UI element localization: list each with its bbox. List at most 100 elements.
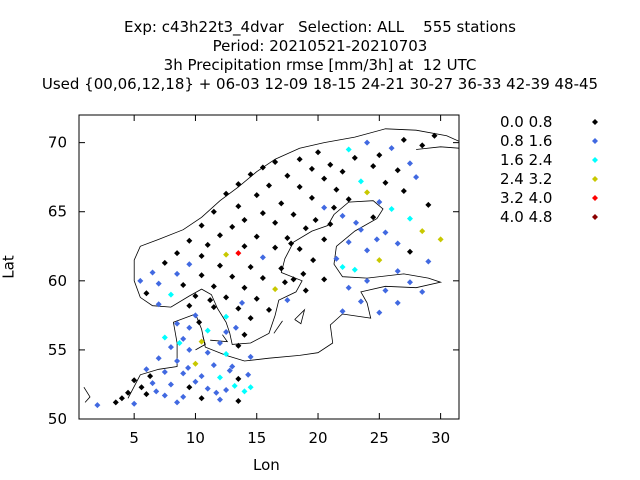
data-point bbox=[192, 360, 199, 367]
data-point bbox=[192, 293, 199, 300]
data-point bbox=[229, 363, 236, 370]
data-point bbox=[351, 154, 358, 161]
legend-label-2: 0.8 1.6 bbox=[500, 132, 553, 150]
data-point bbox=[437, 236, 444, 243]
plot-frame bbox=[78, 114, 460, 420]
data-point bbox=[339, 264, 346, 270]
data-point bbox=[266, 306, 272, 313]
legend-marker bbox=[592, 214, 598, 220]
data-point bbox=[223, 190, 230, 197]
data-point bbox=[376, 257, 383, 264]
data-point bbox=[339, 168, 346, 175]
data-point bbox=[167, 291, 174, 298]
data-point bbox=[333, 186, 340, 193]
x-tick-label: 30 bbox=[431, 429, 450, 447]
data-point bbox=[112, 399, 119, 406]
data-point bbox=[400, 188, 407, 194]
y-tick-label: 65 bbox=[48, 203, 67, 221]
data-point bbox=[198, 395, 205, 402]
data-point bbox=[253, 192, 260, 199]
data-point bbox=[364, 139, 371, 146]
data-point bbox=[245, 371, 252, 378]
data-point bbox=[232, 324, 239, 331]
data-point bbox=[376, 199, 383, 206]
coastline-segment bbox=[195, 335, 206, 351]
data-point bbox=[229, 273, 236, 280]
data-point bbox=[315, 149, 322, 156]
data-point bbox=[241, 284, 248, 291]
data-point bbox=[394, 268, 401, 275]
data-point bbox=[259, 164, 266, 171]
data-point bbox=[147, 373, 154, 380]
data-point bbox=[174, 270, 181, 277]
data-point bbox=[174, 399, 181, 406]
data-point bbox=[241, 331, 248, 338]
data-point bbox=[253, 295, 260, 302]
data-point bbox=[353, 219, 360, 226]
data-point bbox=[174, 357, 181, 364]
data-point bbox=[388, 205, 395, 212]
data-point bbox=[204, 327, 211, 334]
data-point bbox=[425, 201, 432, 208]
data-point bbox=[310, 257, 317, 264]
data-point bbox=[138, 384, 145, 391]
legend-marker bbox=[592, 157, 598, 163]
data-point bbox=[266, 182, 272, 189]
data-point bbox=[186, 261, 193, 268]
data-point bbox=[333, 255, 340, 262]
data-point bbox=[339, 212, 346, 219]
x-tick-label: 5 bbox=[129, 429, 139, 447]
data-point bbox=[161, 369, 168, 376]
data-point bbox=[376, 309, 383, 316]
data-point bbox=[210, 304, 217, 311]
data-point bbox=[419, 228, 426, 235]
data-point bbox=[198, 222, 205, 229]
data-point bbox=[161, 392, 168, 399]
data-point bbox=[388, 145, 395, 152]
data-point bbox=[131, 377, 138, 384]
data-point bbox=[296, 156, 303, 163]
data-point bbox=[345, 239, 352, 246]
data-point bbox=[137, 277, 144, 284]
y-tick-label: 50 bbox=[48, 410, 67, 428]
data-point bbox=[376, 152, 383, 159]
data-point bbox=[419, 288, 426, 295]
data-point bbox=[278, 265, 285, 272]
data-point bbox=[345, 196, 352, 203]
data-point bbox=[174, 320, 181, 327]
legend-marker bbox=[592, 119, 598, 125]
data-point bbox=[272, 286, 279, 293]
data-point bbox=[321, 204, 328, 211]
data-point bbox=[207, 297, 214, 304]
x-tick-label: 10 bbox=[186, 429, 205, 447]
data-point bbox=[259, 254, 266, 261]
data-point bbox=[210, 208, 217, 215]
data-point bbox=[247, 315, 254, 322]
data-point bbox=[241, 243, 248, 250]
data-point bbox=[186, 384, 193, 391]
data-point bbox=[406, 248, 413, 255]
data-point bbox=[253, 233, 260, 240]
data-point bbox=[235, 398, 242, 405]
y-axis-label: Lat bbox=[0, 255, 18, 279]
data-point bbox=[131, 400, 138, 407]
data-point bbox=[406, 279, 413, 286]
data-point bbox=[382, 229, 389, 236]
data-point bbox=[296, 183, 303, 190]
data-point bbox=[400, 136, 407, 143]
data-point bbox=[231, 382, 238, 389]
data-point bbox=[339, 308, 346, 315]
data-point bbox=[210, 362, 217, 369]
data-point bbox=[373, 236, 380, 243]
y-tick-label: 70 bbox=[48, 134, 67, 152]
data-point bbox=[394, 240, 401, 247]
data-point bbox=[216, 374, 223, 381]
title-line-4: Used {00,06,12,18} + 06-03 12-09 18-15 2… bbox=[41, 75, 599, 93]
data-point bbox=[284, 234, 291, 241]
data-point bbox=[357, 226, 364, 233]
data-point bbox=[186, 346, 193, 353]
data-point bbox=[247, 171, 254, 178]
data-point bbox=[198, 272, 205, 279]
data-point bbox=[357, 298, 364, 305]
